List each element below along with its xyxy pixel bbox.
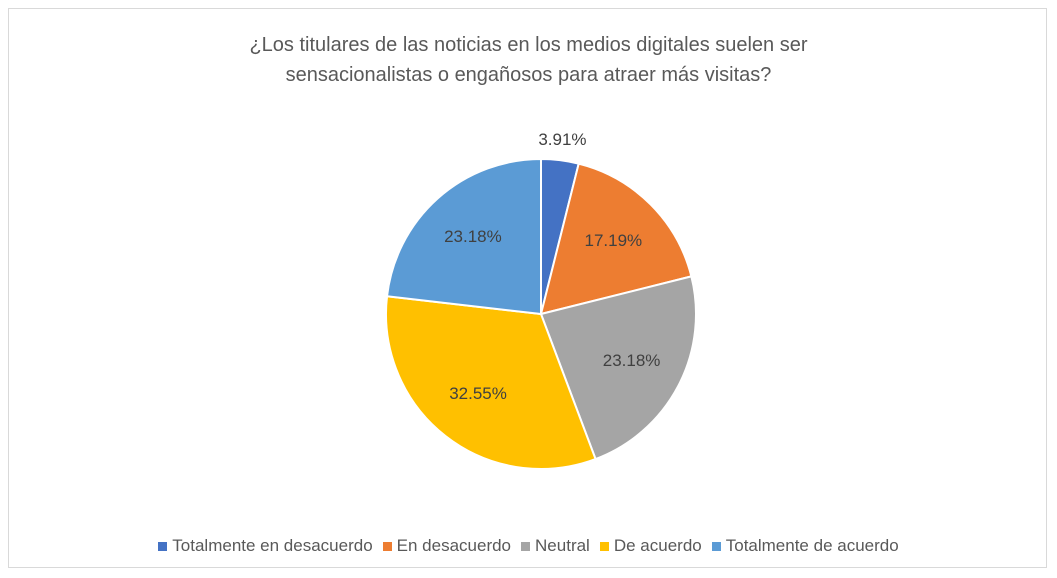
pie-slice [385, 157, 542, 316]
pie-slice [539, 162, 693, 316]
legend-swatch [158, 541, 168, 551]
chart-title: ¿Los titulares de las noticias en los me… [249, 34, 808, 86]
legend-label: Totalmente en desacuerdo [172, 536, 373, 555]
legend-label: De acuerdo [613, 536, 702, 555]
legend-label: En desacuerdo [396, 536, 512, 555]
legend-swatch [599, 541, 609, 551]
legend-label: Neutral [535, 536, 590, 555]
legend-item: Totalmente en desacuerdo [158, 536, 373, 556]
pie-slice [385, 295, 597, 470]
data-label: 23.18% [603, 351, 661, 370]
legend-swatch [382, 541, 392, 551]
chart-frame [8, 8, 1047, 568]
legend-swatch [521, 541, 531, 551]
legend-swatch [711, 541, 721, 551]
data-label: 23.18% [444, 227, 502, 246]
legend-item: En desacuerdo [382, 536, 512, 556]
legend: Totalmente en desacuerdo En desacuerdo Neu… [0, 536, 1057, 556]
pie-slice [539, 275, 697, 461]
legend-item: De acuerdo [599, 536, 702, 556]
legend-label: Totalmente de acuerdo [725, 536, 899, 555]
data-label: 3.91% [538, 130, 586, 149]
data-label: 17.19% [585, 231, 643, 250]
legend-item: Totalmente de acuerdo [711, 536, 899, 556]
data-label: 32.55% [449, 384, 507, 403]
legend-item: Neutral [521, 536, 590, 556]
